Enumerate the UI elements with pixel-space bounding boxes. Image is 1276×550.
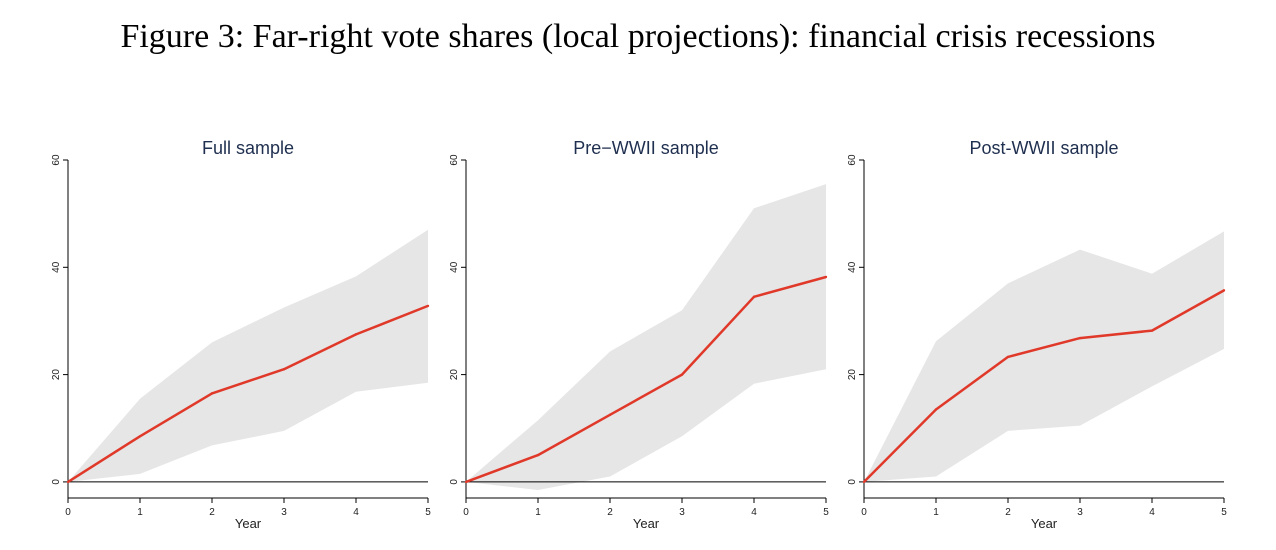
data-point	[536, 453, 540, 457]
x-tick-label: 0	[861, 507, 867, 518]
data-point	[354, 333, 358, 336]
chart-panel-pre-wwii-sample: 0 20 40 60 0 1 2 3 4 5 Year Pre−WWII sample	[449, 138, 829, 531]
y-tick-label: 40	[51, 261, 62, 273]
figure-title: Figure 3: Far-right vote shares (local p…	[120, 18, 1156, 55]
x-tick-label: 1	[933, 507, 939, 518]
y-tick-label: 60	[847, 154, 858, 166]
x-axis-label: Year	[633, 516, 660, 531]
series-line	[465, 275, 827, 484]
x-tick-label: 1	[137, 507, 143, 518]
data-point	[608, 413, 612, 417]
x-axis-label: Year	[235, 516, 262, 531]
data-point	[282, 368, 286, 371]
y-tick-label: 20	[847, 369, 858, 381]
y-tick-label: 20	[51, 369, 62, 381]
y-tick-label: 20	[449, 369, 460, 381]
data-point	[1150, 329, 1154, 332]
data-point	[934, 408, 938, 411]
data-point	[1222, 289, 1226, 292]
y-tick-label: 0	[449, 479, 460, 485]
data-point	[210, 392, 214, 395]
data-point	[66, 480, 70, 484]
data-point	[426, 304, 430, 308]
x-tick-label: 1	[535, 507, 541, 518]
x-tick-label: 2	[607, 507, 613, 518]
x-tick-label: 5	[1221, 507, 1227, 518]
panel-title: Pre−WWII sample	[573, 138, 719, 158]
x-tick-label: 0	[463, 507, 469, 518]
data-point	[464, 480, 468, 484]
x-tick-label: 2	[1005, 507, 1011, 518]
data-point	[680, 373, 684, 376]
confidence-band	[864, 231, 1224, 482]
data-point	[752, 295, 756, 299]
data-point	[862, 480, 866, 484]
x-tick-label: 3	[1077, 507, 1083, 518]
panel-title: Full sample	[202, 138, 294, 158]
series-line	[67, 304, 429, 483]
x-tick-label: 2	[209, 507, 215, 518]
y-tick-label: 40	[847, 261, 858, 273]
data-point	[138, 435, 142, 438]
x-tick-label: 0	[65, 507, 71, 518]
y-tick-label: 40	[449, 261, 460, 273]
x-tick-label: 5	[425, 507, 431, 518]
confidence-band	[466, 184, 826, 490]
chart-panel-full-sample: 0 20 40 60 0 1 2 3 4 5 Year Full sample	[51, 138, 431, 531]
confidence-band	[68, 229, 428, 482]
x-tick-label: 3	[679, 507, 685, 518]
x-tick-label: 5	[823, 507, 829, 518]
x-tick-label: 4	[353, 507, 359, 518]
y-tick-label: 0	[847, 479, 858, 485]
data-point	[1006, 355, 1010, 359]
y-tick-label: 60	[51, 154, 62, 166]
data-point	[824, 275, 828, 279]
y-tick-label: 0	[51, 479, 62, 485]
x-tick-label: 4	[751, 507, 757, 518]
x-tick-label: 4	[1149, 507, 1155, 518]
y-tick-label: 60	[449, 154, 460, 166]
series-line	[863, 289, 1225, 483]
x-axis-label: Year	[1031, 516, 1058, 531]
x-tick-label: 3	[281, 507, 287, 518]
data-point	[1078, 336, 1082, 340]
chart-panel-post-wwii-sample: 0 20 40 60 0 1 2 3 4 5 Year Post-WWII sample	[847, 138, 1227, 531]
panel-title: Post-WWII sample	[969, 138, 1118, 158]
